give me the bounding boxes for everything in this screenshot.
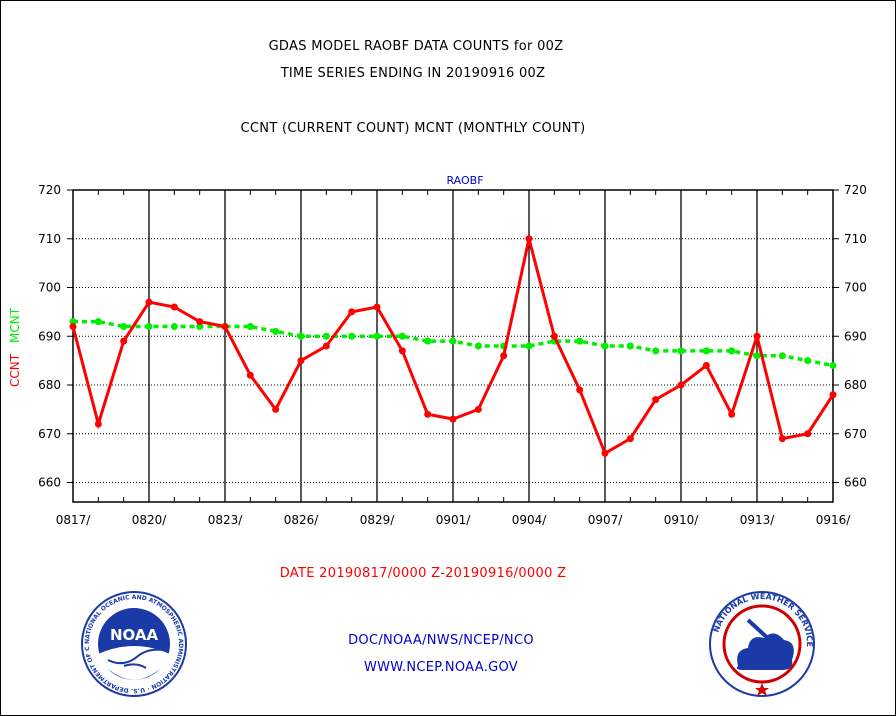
ccnt-point [626,435,634,443]
x-tick-label: 0913/ [740,513,776,527]
mcnt-point [322,332,330,340]
x-tick-label: 0904/ [512,513,548,527]
mcnt-point [145,323,153,330]
mcnt-point [449,337,457,345]
chart-subtitle: CCNT (CURRENT COUNT) MCNT (MONTHLY COUNT… [240,121,586,136]
x-tick-label: 0826/ [284,513,320,527]
ccnt-point [170,303,178,311]
y-tick-label-right: 660 [844,476,867,490]
ccnt-point [525,235,533,243]
mcnt-point [728,347,736,355]
ccnt-point [145,298,153,306]
x-tick-label: 0820/ [132,513,168,527]
ccnt-point [474,405,482,413]
mcnt-point [170,323,178,330]
y-tick-label-left: 680 [38,378,61,392]
ccnt-point [297,357,305,365]
website-link[interactable]: WWW.NCEP.NOAA.GOV [363,660,519,675]
y-tick-label-right: 690 [844,329,867,343]
y-tick-label-right: 700 [844,281,867,295]
y-tick-label-right: 670 [844,427,867,441]
ccnt-point [677,381,685,389]
ccnt-point [94,420,102,428]
mcnt-point [753,352,761,360]
y-tick-label-left: 720 [38,183,61,197]
ccnt-point [424,410,432,418]
mcnt-point [94,318,102,326]
x-tick-label: 0829/ [360,513,396,527]
y-axis-label-ccnt: CCNT [8,353,22,387]
ccnt-point [702,362,710,369]
mcnt-point [398,332,406,340]
x-tick-label: 0907/ [588,513,624,527]
y-tick-label-left: 670 [38,427,61,441]
y-tick-label-left: 710 [38,232,61,246]
ccnt-point [778,435,786,443]
mcnt-point [246,323,254,330]
mcnt-point [804,357,812,365]
noaa-logo-text: NOAA [110,626,159,644]
mcnt-point [69,318,77,326]
ccnt-point [398,347,406,355]
mcnt-point [576,337,584,345]
ccnt-point [652,396,660,404]
mcnt-point [373,332,381,340]
y-axis-label-mcnt: MCNT [8,307,22,343]
mcnt-point [525,342,533,350]
ccnt-point [373,303,381,311]
mcnt-point [652,347,660,355]
mcnt-point [601,342,609,350]
mcnt-point [626,342,634,350]
ccnt-point [804,430,812,438]
y-tick-label-right: 720 [844,183,867,197]
noaa-logo: NOAA NATIONAL OCEANIC AND ATMOSPHERIC AD… [80,590,187,697]
x-tick-label: 0823/ [208,513,244,527]
ccnt-point [728,410,736,418]
ccnt-point [753,332,761,340]
ccnt-point [449,415,457,423]
ccnt-point [246,371,254,379]
ccnt-point [348,308,356,316]
y-tick-label-right: 710 [844,232,867,246]
ccnt-point [829,391,837,399]
x-tick-label: 0901/ [436,513,472,527]
mcnt-point [120,323,128,330]
y-tick-label-left: 690 [38,329,61,343]
mcnt-point [474,342,482,350]
mcnt-point [677,347,685,355]
x-tick-label: 0817/ [56,513,92,527]
mcnt-point [424,337,432,345]
chart-title-line1: GDAS MODEL RAOBF DATA COUNTS for 00Z [268,39,564,54]
ccnt-point [576,386,584,394]
ccnt-point [500,352,508,360]
ccnt-point [196,318,204,326]
org-label: DOC/NOAA/NWS/NCEP/NCO [348,633,534,648]
y-tick-label-right: 680 [844,378,867,392]
ccnt-point [221,323,229,330]
ccnt-point [322,342,330,350]
mcnt-point [348,332,356,340]
mcnt-point [829,362,837,369]
mcnt-point [702,347,710,355]
ccnt-point [272,405,280,413]
mcnt-point [297,332,305,340]
national-weather-service-logo: NATIONAL WEATHER SERVICE [709,591,815,697]
mcnt-point [196,323,204,330]
ccnt-point [120,337,128,345]
x-tick-label: 0916/ [816,513,852,527]
panel-label: RAOBF [446,174,483,187]
mcnt-point [272,327,280,335]
x-tick-label: 0910/ [664,513,700,527]
chart-title-line2: TIME SERIES ENDING IN 20190916 00Z [280,66,546,81]
y-tick-label-left: 660 [38,476,61,490]
date-range-label: DATE 20190817/0000 Z-20190916/0000 Z [279,566,567,581]
ccnt-point [69,323,77,330]
ccnt-point [550,332,558,340]
y-tick-label-left: 700 [38,281,61,295]
ccnt-point [601,449,609,457]
mcnt-point [778,352,786,360]
